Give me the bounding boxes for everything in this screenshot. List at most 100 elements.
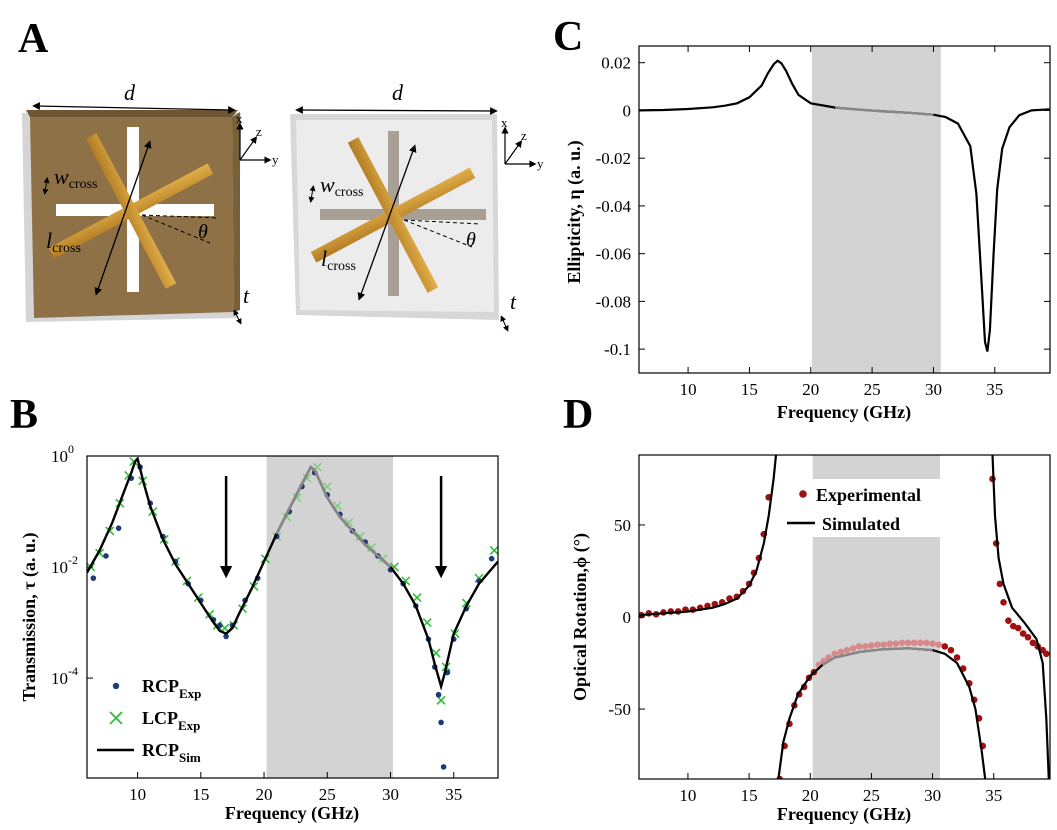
legend-b: RCPExp LCPExp RCPSim [97, 676, 201, 765]
experimental-point [935, 641, 942, 648]
y-tick-label-d: 0 [623, 608, 632, 627]
experimental-point [1029, 639, 1037, 647]
x-tick-label-b: 25 [319, 785, 336, 804]
lcp-exp-point [436, 695, 446, 705]
transmission-chart: B 10 15 20 25 30 35 100 10-2 10-4 Frequency (GHz… [10, 392, 499, 824]
w-subscript: cross [69, 177, 98, 192]
svg-text:lcross: lcross [46, 228, 81, 256]
x-tick-label-c: 10 [680, 380, 697, 399]
y-tick-label-c: -0.1 [604, 340, 631, 359]
x-tick-label-c: 35 [986, 380, 1003, 399]
lcp-exp-point [489, 545, 498, 555]
panel-letter-c: C [553, 14, 583, 60]
panel-letter-d: D [563, 392, 593, 438]
y-tick-label-d: 50 [614, 516, 631, 535]
l-label: l [46, 228, 52, 253]
shaded-region-b [266, 456, 394, 778]
experimental-point [1043, 650, 1050, 658]
rcp-exp-point [90, 575, 97, 581]
experimental-point [898, 639, 906, 647]
simulated-line [991, 455, 1050, 779]
w-label-2: w [320, 172, 335, 197]
d-dimension-arrow [32, 102, 236, 114]
x-tick-label-d: 10 [679, 786, 696, 805]
experimental-point [904, 639, 912, 647]
svg-text:wcross: wcross [54, 164, 97, 192]
rcp-exp-point [103, 553, 109, 559]
experimental-point [917, 639, 924, 647]
experimental-point [855, 643, 863, 650]
lcp-exp-point [412, 593, 422, 603]
t-label: t [243, 283, 250, 308]
experimental-point [947, 646, 955, 654]
y-tick-label-c: 0 [623, 101, 632, 120]
x-tick-label-d: 20 [802, 786, 819, 805]
y-tick-label-c: -0.02 [596, 149, 631, 168]
experimental-point [923, 639, 930, 647]
y-tick-label-c: 0.02 [601, 54, 631, 73]
w-subscript-2: cross [335, 185, 364, 200]
experimental-point [1019, 630, 1027, 637]
x-tick-label-b: 20 [256, 785, 273, 804]
y-axis-label: y [272, 152, 279, 167]
schematic-panel: A d lcross wcross θ t x [18, 16, 544, 332]
experimental-point [1005, 617, 1012, 624]
theta-label-2: θ [466, 229, 476, 251]
x-tick-label-d: 30 [924, 786, 941, 805]
experimental-point [868, 642, 875, 649]
x-tick-label-d: 35 [985, 786, 1002, 805]
svg-text:wcross: wcross [320, 172, 363, 200]
d-label-2: d [392, 80, 404, 105]
shaded-region-d-top [812, 455, 940, 479]
experimental-point [861, 643, 869, 650]
legend-d: Experimental Simulated [787, 485, 921, 534]
x-tick-label-c: 25 [864, 380, 881, 399]
t-label-2: t [510, 289, 517, 314]
experimental-point [843, 646, 851, 654]
rcp-exp-point [435, 691, 442, 698]
y-axis-label-2: y [537, 156, 544, 171]
simulated-line [639, 455, 778, 617]
plot-frame-b [86, 455, 499, 779]
x-tick-label-c: 15 [741, 380, 758, 399]
experimental-point [874, 641, 881, 648]
rcp-exp-point [488, 555, 495, 562]
y-tick-label-b: 10-4 [51, 664, 78, 688]
l-subscript: cross [52, 241, 81, 256]
x-tick-label-b: 30 [382, 785, 399, 804]
x-tick-label-c: 20 [802, 380, 819, 399]
y-tick-label-c: -0.06 [596, 245, 631, 264]
panel-letter-a: A [18, 16, 49, 62]
experimental-point [892, 640, 900, 647]
y-tick-label-b: 100 [51, 442, 74, 466]
theta-label: θ [198, 221, 208, 243]
experimental-point [941, 643, 949, 650]
legend-label-experimental: Experimental [816, 485, 921, 505]
w-label: w [54, 164, 69, 189]
legend-label: RCPSim [142, 740, 201, 765]
y-axis-title-c: Ellipticity, η (a. u.) [564, 140, 585, 283]
legend-label-simulated: Simulated [822, 514, 900, 534]
unit-cell-gold: d lcross wcross θ t x y z [22, 80, 279, 325]
rcp-exp-point [216, 622, 223, 629]
x-tick-label-d: 15 [741, 786, 758, 805]
rcp-exp-point [438, 719, 444, 726]
y-tick-label-b: 10-2 [51, 553, 78, 577]
svg-text:lcross: lcross [321, 246, 356, 274]
experimental-point [831, 650, 839, 658]
shaded-region-c [811, 46, 941, 373]
experimental-point [837, 648, 845, 656]
lcp-exp-point [422, 617, 432, 628]
y-axis-title-d: Optical Rotation,ϕ (°) [570, 533, 591, 701]
z-axis-label-2: z [521, 128, 527, 143]
experimental-point [910, 639, 918, 647]
y-tick-label-c: -0.08 [596, 292, 631, 311]
legend-marker-rcp-exp [112, 682, 120, 690]
x-axis-label: x [236, 111, 243, 126]
plot-frame-c [638, 45, 1051, 374]
legend-marker-lcp-exp [109, 711, 123, 725]
legend-label: RCPExp [142, 676, 201, 701]
panel-letter-b: B [10, 392, 38, 438]
experimental-point [953, 654, 961, 661]
